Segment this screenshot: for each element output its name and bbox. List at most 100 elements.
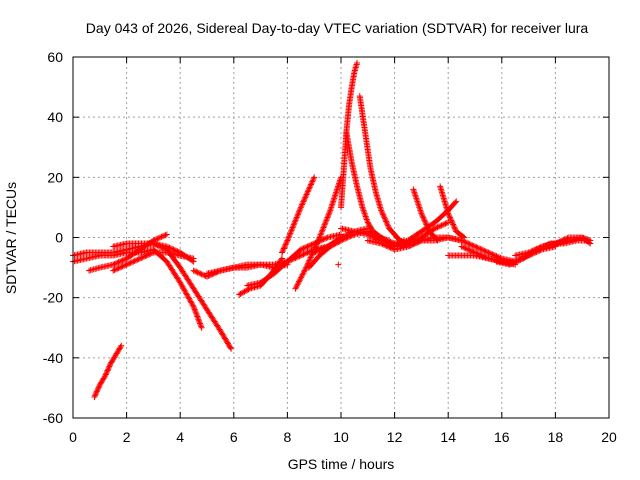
data-point <box>405 243 411 250</box>
y-tick-label: -60 <box>43 410 63 426</box>
data-point <box>421 217 428 224</box>
data-point <box>556 238 563 245</box>
data-point <box>536 244 543 251</box>
data-point <box>103 368 110 375</box>
data-point <box>411 189 418 196</box>
data-point <box>298 274 305 281</box>
data-point <box>534 245 541 252</box>
data-point <box>171 247 178 254</box>
data-point <box>451 224 458 231</box>
data-point <box>301 250 308 257</box>
data-point <box>110 267 117 274</box>
data-point <box>159 233 166 240</box>
data-point <box>338 237 344 244</box>
data-point <box>414 198 421 205</box>
data-point <box>517 256 524 263</box>
data-point <box>467 241 474 248</box>
data-point <box>119 263 126 270</box>
data-point <box>134 256 141 263</box>
data-point <box>384 243 391 250</box>
data-point <box>450 221 457 228</box>
data-point <box>111 260 118 267</box>
data-point <box>305 242 312 249</box>
data-point <box>381 215 388 222</box>
data-point <box>283 240 290 247</box>
data-point <box>326 210 333 217</box>
data-point <box>304 190 311 197</box>
data-point <box>346 233 353 240</box>
data-point <box>190 267 197 274</box>
data-point <box>327 242 334 249</box>
data-point <box>287 257 294 264</box>
data-point <box>149 250 156 257</box>
data-point <box>297 204 304 211</box>
data-point <box>192 307 199 314</box>
data-point <box>354 60 361 67</box>
data-point <box>282 241 289 248</box>
data-point <box>300 251 307 258</box>
data-point <box>284 258 291 265</box>
data-point <box>525 249 532 256</box>
data-point <box>325 242 332 249</box>
data-point <box>420 215 427 222</box>
data-point <box>474 244 481 251</box>
data-point <box>300 270 307 277</box>
data-point <box>453 198 460 205</box>
data-point <box>579 234 586 241</box>
data-point <box>514 257 521 264</box>
data-point <box>410 186 417 193</box>
data-point <box>300 198 307 205</box>
data-point <box>115 265 122 272</box>
data-point <box>177 279 184 286</box>
data-point <box>300 197 307 204</box>
data-point <box>307 242 314 249</box>
data-point <box>430 226 437 233</box>
data-point <box>580 235 587 242</box>
data-point <box>488 250 495 257</box>
data-point <box>299 251 306 258</box>
data-point <box>193 312 200 319</box>
data-point <box>339 236 346 243</box>
data-point <box>192 309 199 316</box>
data-point <box>314 240 321 247</box>
data-point <box>552 240 559 247</box>
data-point <box>185 294 192 301</box>
data-point <box>292 285 299 292</box>
data-point <box>333 239 340 246</box>
data-point <box>442 220 449 227</box>
data-point <box>476 251 483 258</box>
data-point <box>380 241 387 248</box>
data-point <box>553 239 560 246</box>
data-point <box>163 231 170 238</box>
data-point <box>301 195 308 202</box>
data-point <box>321 221 328 228</box>
data-point <box>295 253 302 260</box>
data-point <box>294 213 301 220</box>
data-point <box>413 195 420 202</box>
x-tick-label: 14 <box>440 429 456 445</box>
data-point <box>288 227 295 234</box>
data-point <box>414 239 421 246</box>
data-point <box>344 234 351 241</box>
data-point <box>490 251 497 258</box>
data-point <box>102 371 109 378</box>
data-point <box>387 244 394 251</box>
data-point <box>485 249 492 256</box>
x-tick-label: 12 <box>387 429 403 445</box>
data-point <box>177 280 184 287</box>
data-point <box>180 284 187 291</box>
data-point <box>324 214 331 221</box>
data-point <box>123 261 130 268</box>
data-point <box>383 242 390 249</box>
data-point <box>378 240 385 247</box>
data-point <box>480 253 487 260</box>
data-point <box>469 242 476 249</box>
data-point <box>118 257 125 264</box>
data-point <box>306 255 313 262</box>
data-point <box>406 242 413 249</box>
data-point <box>319 227 326 234</box>
data-point <box>466 241 473 248</box>
data-point <box>116 258 123 265</box>
data-point <box>298 273 305 280</box>
